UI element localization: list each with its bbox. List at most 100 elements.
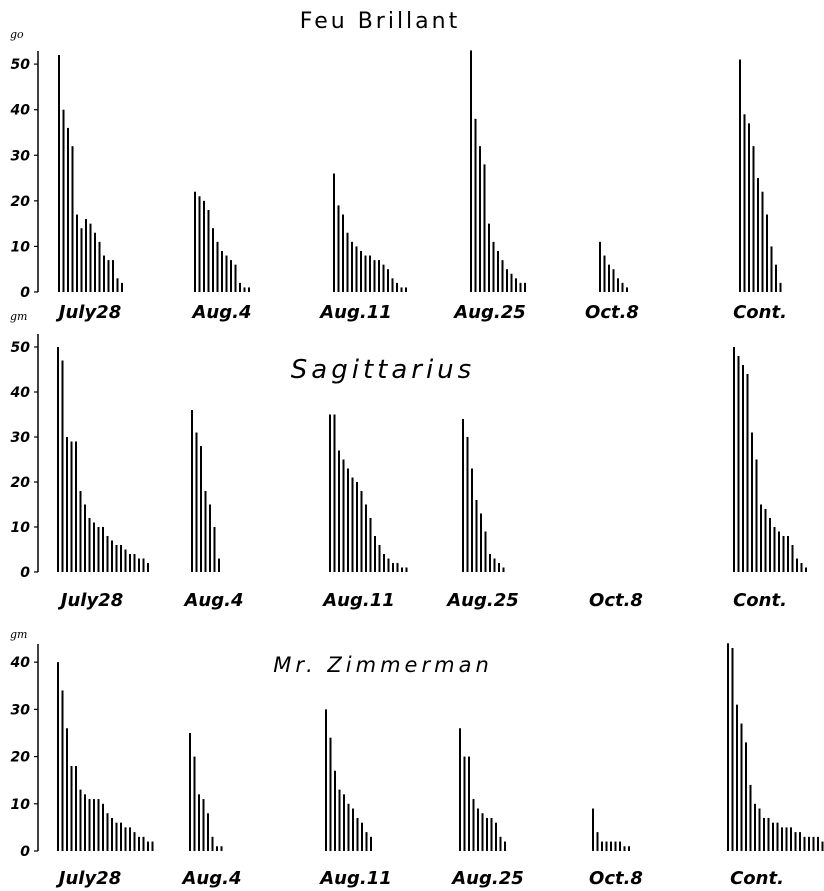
bar [351,477,354,572]
bar [614,841,617,851]
bar [742,365,744,572]
bar [483,164,486,292]
bar [733,347,735,572]
bar [79,491,82,572]
bar [124,549,127,572]
bar [396,563,399,572]
bar [347,468,349,572]
bar [115,545,118,572]
group-label: July28 [56,868,121,889]
bar [202,799,205,851]
bar [373,260,376,292]
bar [764,509,767,572]
bar [97,527,100,572]
group-label: Oct.8 [585,302,639,323]
bar [378,260,380,292]
bar [57,662,59,851]
bar [790,827,792,851]
bar [770,246,773,292]
bar [71,146,74,292]
bar [778,531,780,572]
bar [796,558,798,572]
y-tick-label: 10 [11,520,31,536]
bar [761,191,764,292]
bar [337,205,340,292]
bar [85,219,87,292]
bar [342,459,345,572]
bar-group: Aug.11 [318,709,392,889]
bar [772,822,774,851]
bar [194,191,196,292]
bar [193,756,196,851]
bar [347,803,350,851]
bar [342,214,344,292]
bar [808,836,810,851]
bar [79,789,82,851]
bar-group: Cont. [733,347,807,611]
bar [405,567,408,572]
bar [138,558,140,572]
bar [374,536,376,572]
bar [382,264,385,292]
bar [365,832,368,851]
chart-panel: Mr. Zimmerman gm 0 10 20 30 40 July28 Aug.4 Aug.1… [10,628,824,889]
bar [736,704,738,851]
group-label: Aug.25 [445,590,519,611]
y-tick-label: 50 [11,340,31,356]
bar [497,250,499,292]
bar [775,264,777,292]
bar [794,832,797,851]
bar [773,527,776,572]
bar-group: Cont. [727,643,824,889]
bar [93,522,95,572]
bar [751,432,753,572]
y-tick-label: 0 [20,285,30,301]
bar [94,232,96,292]
bar [754,803,756,851]
bar [333,173,335,292]
bar [737,356,740,572]
bar [621,282,624,292]
bar [626,287,628,292]
bar [120,822,122,851]
bar [767,817,770,851]
bar [370,836,372,851]
bar [506,269,508,292]
bar-group: July28 [56,55,123,323]
group-label: Aug.25 [452,302,526,323]
bar [133,554,136,572]
bar [785,827,788,851]
bar [61,360,64,572]
y-tick-label: 40 [10,655,31,671]
bar [200,446,202,572]
bar [207,209,210,292]
bar [198,196,201,292]
y-tick-label: 20 [11,750,31,766]
group-label: Cont. [733,590,787,611]
bar [776,822,779,851]
bar [472,799,475,851]
bar [763,817,765,851]
chart-panel: Feu Brillant go 0 10 20 30 40 50 July28 Aug.4 Aug.… [10,9,787,323]
bar [760,504,762,572]
bar [800,563,803,572]
bar [387,269,389,292]
bar [61,690,64,851]
bar [213,527,216,572]
bar [486,817,488,851]
bar [75,766,77,851]
bar [739,59,741,292]
bar [360,250,362,292]
bar [799,832,801,851]
bar [355,246,358,292]
bar [752,146,755,292]
y-unit-label: gm [10,628,27,641]
bar [502,567,505,572]
group-label: Aug.4 [183,590,244,611]
bar [462,419,464,572]
bar [466,437,469,572]
bar [364,255,367,292]
bar [378,545,381,572]
bar [383,554,385,572]
bar [356,817,359,851]
